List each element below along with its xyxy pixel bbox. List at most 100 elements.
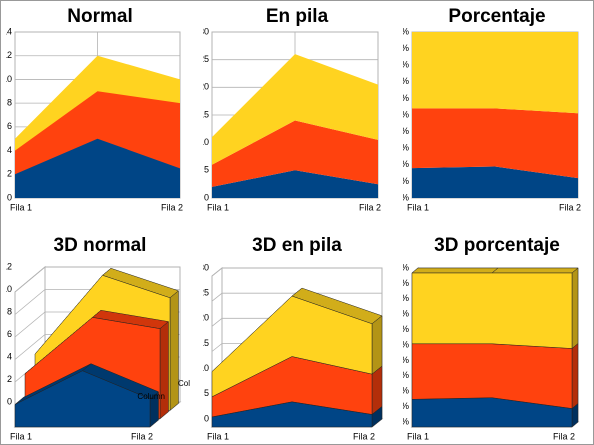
area-top-face <box>491 267 579 274</box>
y-tick-label: 0% <box>396 416 409 426</box>
area <box>411 272 573 349</box>
chart-title: 3D porcentaje <box>434 235 560 256</box>
chart-panel: Porcentaje 0% 10% 20% 30% 40% 50% 60% 70% 80% 90% 1… <box>386 6 581 212</box>
y-tick-label: 15 <box>199 338 209 348</box>
area <box>212 170 378 198</box>
y-tick-labels: 0 5 10 15 20 25 30 <box>199 262 209 423</box>
y-tick-label: 20% <box>391 386 409 396</box>
y-tick-label: 5 <box>204 165 209 175</box>
y-tick-label: 50% <box>391 339 409 349</box>
chart-title: 3D en pila <box>252 235 342 256</box>
area-side-face <box>159 321 169 420</box>
grid-line <box>14 266 180 293</box>
y-tick-label: 70% <box>391 76 409 86</box>
area-side-face <box>169 290 179 411</box>
y-tick-label: 12 <box>2 50 12 60</box>
y-tick-label: 30% <box>391 143 409 153</box>
y-tick-label: 70% <box>391 309 409 319</box>
y-tick-label: 10% <box>391 176 409 186</box>
y-tick-label: 2 <box>7 374 12 384</box>
y-tick-label: 60% <box>391 324 409 334</box>
chart-title: Normal <box>67 6 132 27</box>
area <box>212 120 378 187</box>
y-tick-label: 14 <box>2 26 12 36</box>
x-tick-label: Fila 1 <box>10 202 32 212</box>
y-tick-label: 50% <box>391 109 409 119</box>
y-tick-label: 10 <box>199 363 209 373</box>
chart-panel: Normal 0 2 4 6 8 10 12 14 Fila 1 Fila 2 <box>2 6 183 212</box>
y-tick-label: 30 <box>199 26 209 36</box>
y-tick-label: 30 <box>199 262 209 272</box>
chart-title: En pila <box>266 6 329 27</box>
area <box>15 138 180 198</box>
y-tick-label: 90% <box>391 43 409 53</box>
y-tick-label: 10 <box>2 74 12 84</box>
y-tick-label: 4 <box>7 351 12 361</box>
y-tick-label: 20% <box>391 159 409 169</box>
y-tick-label: 0 <box>7 396 12 406</box>
area <box>412 32 578 114</box>
area-top-face <box>411 267 499 274</box>
x-tick-label: Fila 1 <box>10 431 32 441</box>
x-tick-label: Fila 1 <box>207 202 229 212</box>
y-tick-label: 90% <box>391 278 409 288</box>
chart-panel: 3D en pila 0 5 10 15 20 25 30 Fila 1 Fila 2 <box>199 235 384 441</box>
x-tick-label: Fila 2 <box>161 202 183 212</box>
grid-line <box>211 267 382 277</box>
y-tick-label: 80% <box>391 60 409 70</box>
chart-panel: 3D porcentaje 0% 10% 20% 30% 40% 50% 60% 70% 80% 9… <box>386 235 580 441</box>
y-tick-label: 25 <box>199 54 209 64</box>
area <box>412 108 578 179</box>
x-tick-label: Fila 1 <box>207 431 229 441</box>
depth-label: Column <box>137 392 165 401</box>
y-tick-label: 20 <box>199 313 209 323</box>
y-tick-label: 40% <box>391 126 409 136</box>
y-tick-labels: 0% 10% 20% 30% 40% 50% 60% 70% 80% 90% 100% <box>386 26 409 202</box>
y-tick-label: 10% <box>391 401 409 411</box>
depth-label: Col <box>178 379 190 388</box>
y-tick-label: 40% <box>391 355 409 365</box>
y-tick-label: 10 <box>2 284 12 294</box>
area-side-face <box>571 267 579 350</box>
chart-panel: 3D normal 0 2 4 6 8 10 12 Fila 1 Fila 2 Column Col <box>2 235 190 441</box>
y-tick-label: 8 <box>7 306 12 316</box>
y-tick-label: 4 <box>7 145 12 155</box>
y-tick-label: 25 <box>199 288 209 298</box>
x-tick-label: Fila 2 <box>131 431 153 441</box>
y-tick-label: 0 <box>204 413 209 423</box>
y-tick-label: 10 <box>199 137 209 147</box>
y-tick-label: 0% <box>396 192 409 202</box>
y-tick-label: 8 <box>7 98 12 108</box>
y-tick-label: 100% <box>386 262 409 272</box>
area-side-face <box>371 315 383 375</box>
x-tick-label: Fila 1 <box>407 202 429 212</box>
y-tick-label: 12 <box>2 261 12 271</box>
y-tick-label: 80% <box>391 293 409 303</box>
x-tick-label: Fila 2 <box>559 202 581 212</box>
y-tick-label: 6 <box>7 121 12 131</box>
x-tick-label: Fila 2 <box>359 202 381 212</box>
x-tick-label: Fila 2 <box>353 431 375 441</box>
y-tick-labels: 0 2 4 6 8 10 12 14 <box>2 26 12 202</box>
area-side-face <box>371 365 383 415</box>
chart-panel: En pila 0 5 10 15 20 25 30 Fila 1 Fila 2 <box>199 6 381 212</box>
area <box>212 54 378 165</box>
y-tick-label: 30% <box>391 370 409 380</box>
area <box>211 295 373 398</box>
y-tick-label: 15 <box>199 109 209 119</box>
y-tick-label: 2 <box>7 169 12 179</box>
y-tick-label: 0 <box>204 192 209 202</box>
chart-title: Porcentaje <box>448 6 545 27</box>
y-tick-label: 5 <box>204 388 209 398</box>
y-tick-labels: 0 2 4 6 8 10 12 <box>2 261 12 406</box>
chart-title: 3D normal <box>54 235 147 256</box>
y-tick-label: 20 <box>199 82 209 92</box>
y-tick-label: 60% <box>391 93 409 103</box>
x-tick-label: Fila 2 <box>553 431 575 441</box>
y-tick-label: 100% <box>386 26 409 36</box>
grid-line <box>211 292 382 302</box>
area <box>412 166 578 198</box>
y-tick-label: 6 <box>7 329 12 339</box>
y-tick-label: 0 <box>7 192 12 202</box>
